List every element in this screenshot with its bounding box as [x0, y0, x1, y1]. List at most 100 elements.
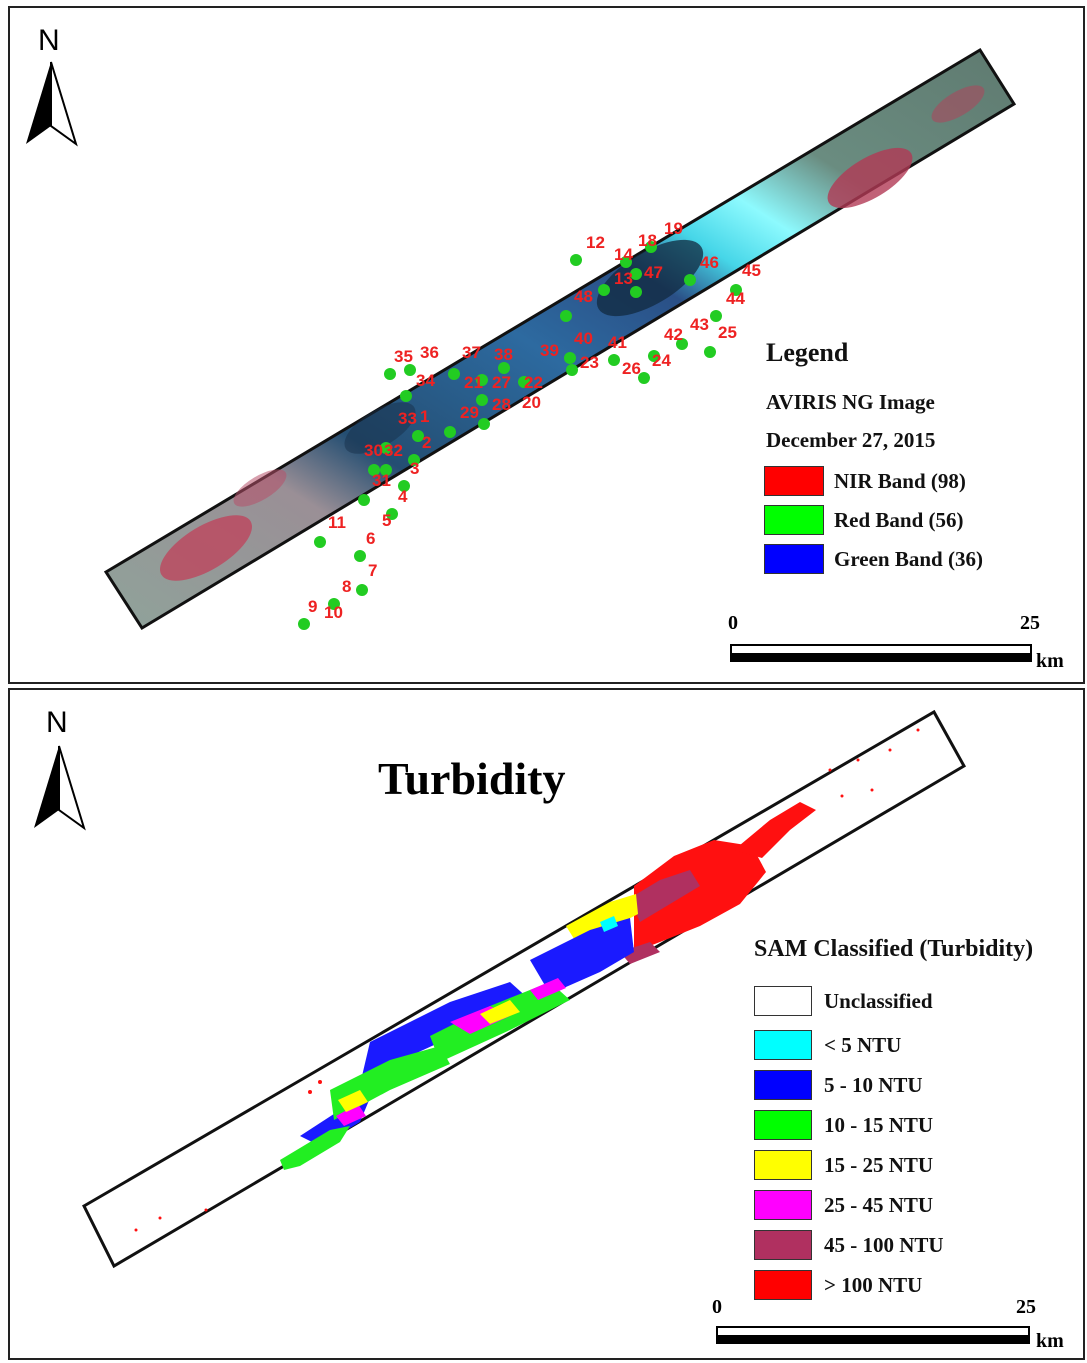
classified-areas	[134, 728, 920, 1232]
svg-text:5: 5	[382, 511, 391, 530]
svg-text:13: 13	[614, 269, 633, 288]
svg-text:7: 7	[368, 561, 377, 580]
image-strip	[103, 47, 1017, 631]
north-label: N	[46, 706, 68, 739]
svg-text:48: 48	[574, 287, 593, 306]
legend-item-label: NIR Band (98)	[834, 468, 966, 493]
legend-item-label: 25 - 45 NTU	[824, 1192, 934, 1217]
svg-text:33: 33	[398, 409, 417, 428]
svg-text:14: 14	[614, 245, 633, 264]
turbidity-classification-map	[82, 709, 967, 1269]
svg-text:28: 28	[492, 395, 511, 414]
svg-text:9: 9	[308, 597, 317, 616]
10-15-swatch	[754, 1110, 812, 1140]
legend-item-lt5: < 5 NTU	[754, 1030, 901, 1060]
scale-bar: 0 25 km	[710, 1294, 1080, 1356]
legend-item-red: Red Band (56)	[764, 505, 964, 535]
legend-item-label: 45 - 100 NTU	[824, 1232, 944, 1257]
svg-text:45: 45	[742, 261, 761, 280]
legend-image-name: AVIRIS NG Image	[766, 390, 935, 414]
legend-item-label: 5 - 10 NTU	[824, 1072, 923, 1097]
svg-text:4: 4	[398, 487, 408, 506]
turbidity-map-panel: N Turbidity	[8, 688, 1085, 1360]
lt5-swatch	[754, 1030, 812, 1060]
map-title: Turbidity	[378, 753, 566, 804]
scale-end: 25	[1020, 612, 1040, 634]
gt100-swatch	[754, 1270, 812, 1300]
legend-item-10-15: 10 - 15 NTU	[754, 1110, 933, 1140]
svg-text:30: 30	[364, 441, 383, 460]
legend-item-label: 15 - 25 NTU	[824, 1152, 934, 1177]
green-band-swatch	[764, 544, 824, 574]
svg-text:10: 10	[324, 603, 343, 622]
nir-swatch	[764, 466, 824, 496]
legend-item-45-100: 45 - 100 NTU	[754, 1230, 944, 1260]
legend-item-label: Green Band (36)	[834, 546, 983, 571]
legend: Legend AVIRIS NG Image December 27, 2015…	[760, 338, 1080, 598]
legend-item-gt100: > 100 NTU	[754, 1270, 922, 1300]
scale-bar: 0 25 km	[726, 612, 1076, 672]
unclassified-swatch	[754, 986, 812, 1016]
legend-image-date: December 27, 2015	[766, 428, 936, 452]
45-100-swatch	[754, 1230, 812, 1260]
legend-item-label: Red Band (56)	[834, 507, 964, 532]
legend-item-label: Unclassified	[824, 988, 933, 1013]
svg-text:2: 2	[422, 433, 431, 452]
svg-text:39: 39	[540, 341, 559, 360]
scale-start: 0	[728, 612, 738, 634]
svg-text:22: 22	[524, 373, 543, 392]
aviris-image-panel: N	[8, 6, 1085, 684]
legend-title: SAM Classified (Turbidity)	[754, 936, 1034, 962]
svg-text:24: 24	[652, 351, 671, 370]
25-45-swatch	[754, 1190, 812, 1220]
svg-text:20: 20	[522, 393, 541, 412]
legend-item-15-25: 15 - 25 NTU	[754, 1150, 933, 1180]
svg-text:26: 26	[622, 359, 641, 378]
svg-text:27: 27	[492, 373, 511, 392]
svg-text:3: 3	[410, 459, 419, 478]
svg-text:35: 35	[394, 347, 413, 366]
5-10-swatch	[754, 1070, 812, 1100]
svg-text:37: 37	[462, 343, 481, 362]
svg-text:46: 46	[700, 253, 719, 272]
scale-unit: km	[1036, 1330, 1064, 1352]
svg-text:40: 40	[574, 329, 593, 348]
scale-unit: km	[1036, 650, 1064, 672]
svg-text:19: 19	[664, 219, 683, 238]
svg-text:11: 11	[328, 513, 346, 532]
svg-text:29: 29	[460, 403, 479, 422]
svg-text:8: 8	[342, 577, 351, 596]
legend-item-label: 10 - 15 NTU	[824, 1112, 934, 1137]
north-label: N	[38, 24, 60, 57]
legend-title: Legend	[766, 338, 849, 367]
legend-item-25-45: 25 - 45 NTU	[754, 1190, 933, 1220]
svg-text:1: 1	[420, 407, 429, 426]
svg-text:36: 36	[420, 343, 439, 362]
svg-text:32: 32	[384, 441, 403, 460]
turbidity-legend: SAM Classified (Turbidity) Unclassified …	[750, 936, 1086, 1300]
svg-text:25: 25	[718, 323, 737, 342]
svg-text:42: 42	[664, 325, 683, 344]
svg-text:41: 41	[608, 333, 627, 352]
svg-text:31: 31	[372, 471, 391, 490]
north-arrow-icon	[26, 61, 78, 147]
legend-item-label: < 5 NTU	[824, 1032, 902, 1057]
svg-text:34: 34	[416, 371, 435, 390]
legend-item-nir: NIR Band (98)	[764, 466, 966, 496]
legend-item-label: > 100 NTU	[824, 1272, 923, 1297]
svg-text:21: 21	[464, 373, 483, 392]
legend-item-5-10: 5 - 10 NTU	[754, 1070, 923, 1100]
svg-text:18: 18	[638, 231, 657, 250]
svg-text:23: 23	[580, 353, 599, 372]
legend-item-green: Green Band (36)	[764, 544, 983, 574]
red-band-swatch	[764, 505, 824, 535]
scale-end: 25	[1016, 1296, 1036, 1318]
svg-text:6: 6	[366, 529, 375, 548]
scale-start: 0	[712, 1296, 722, 1318]
legend-item-unclassified: Unclassified	[754, 986, 933, 1016]
svg-text:12: 12	[586, 233, 605, 252]
15-25-swatch	[754, 1150, 812, 1180]
svg-text:43: 43	[690, 315, 709, 334]
